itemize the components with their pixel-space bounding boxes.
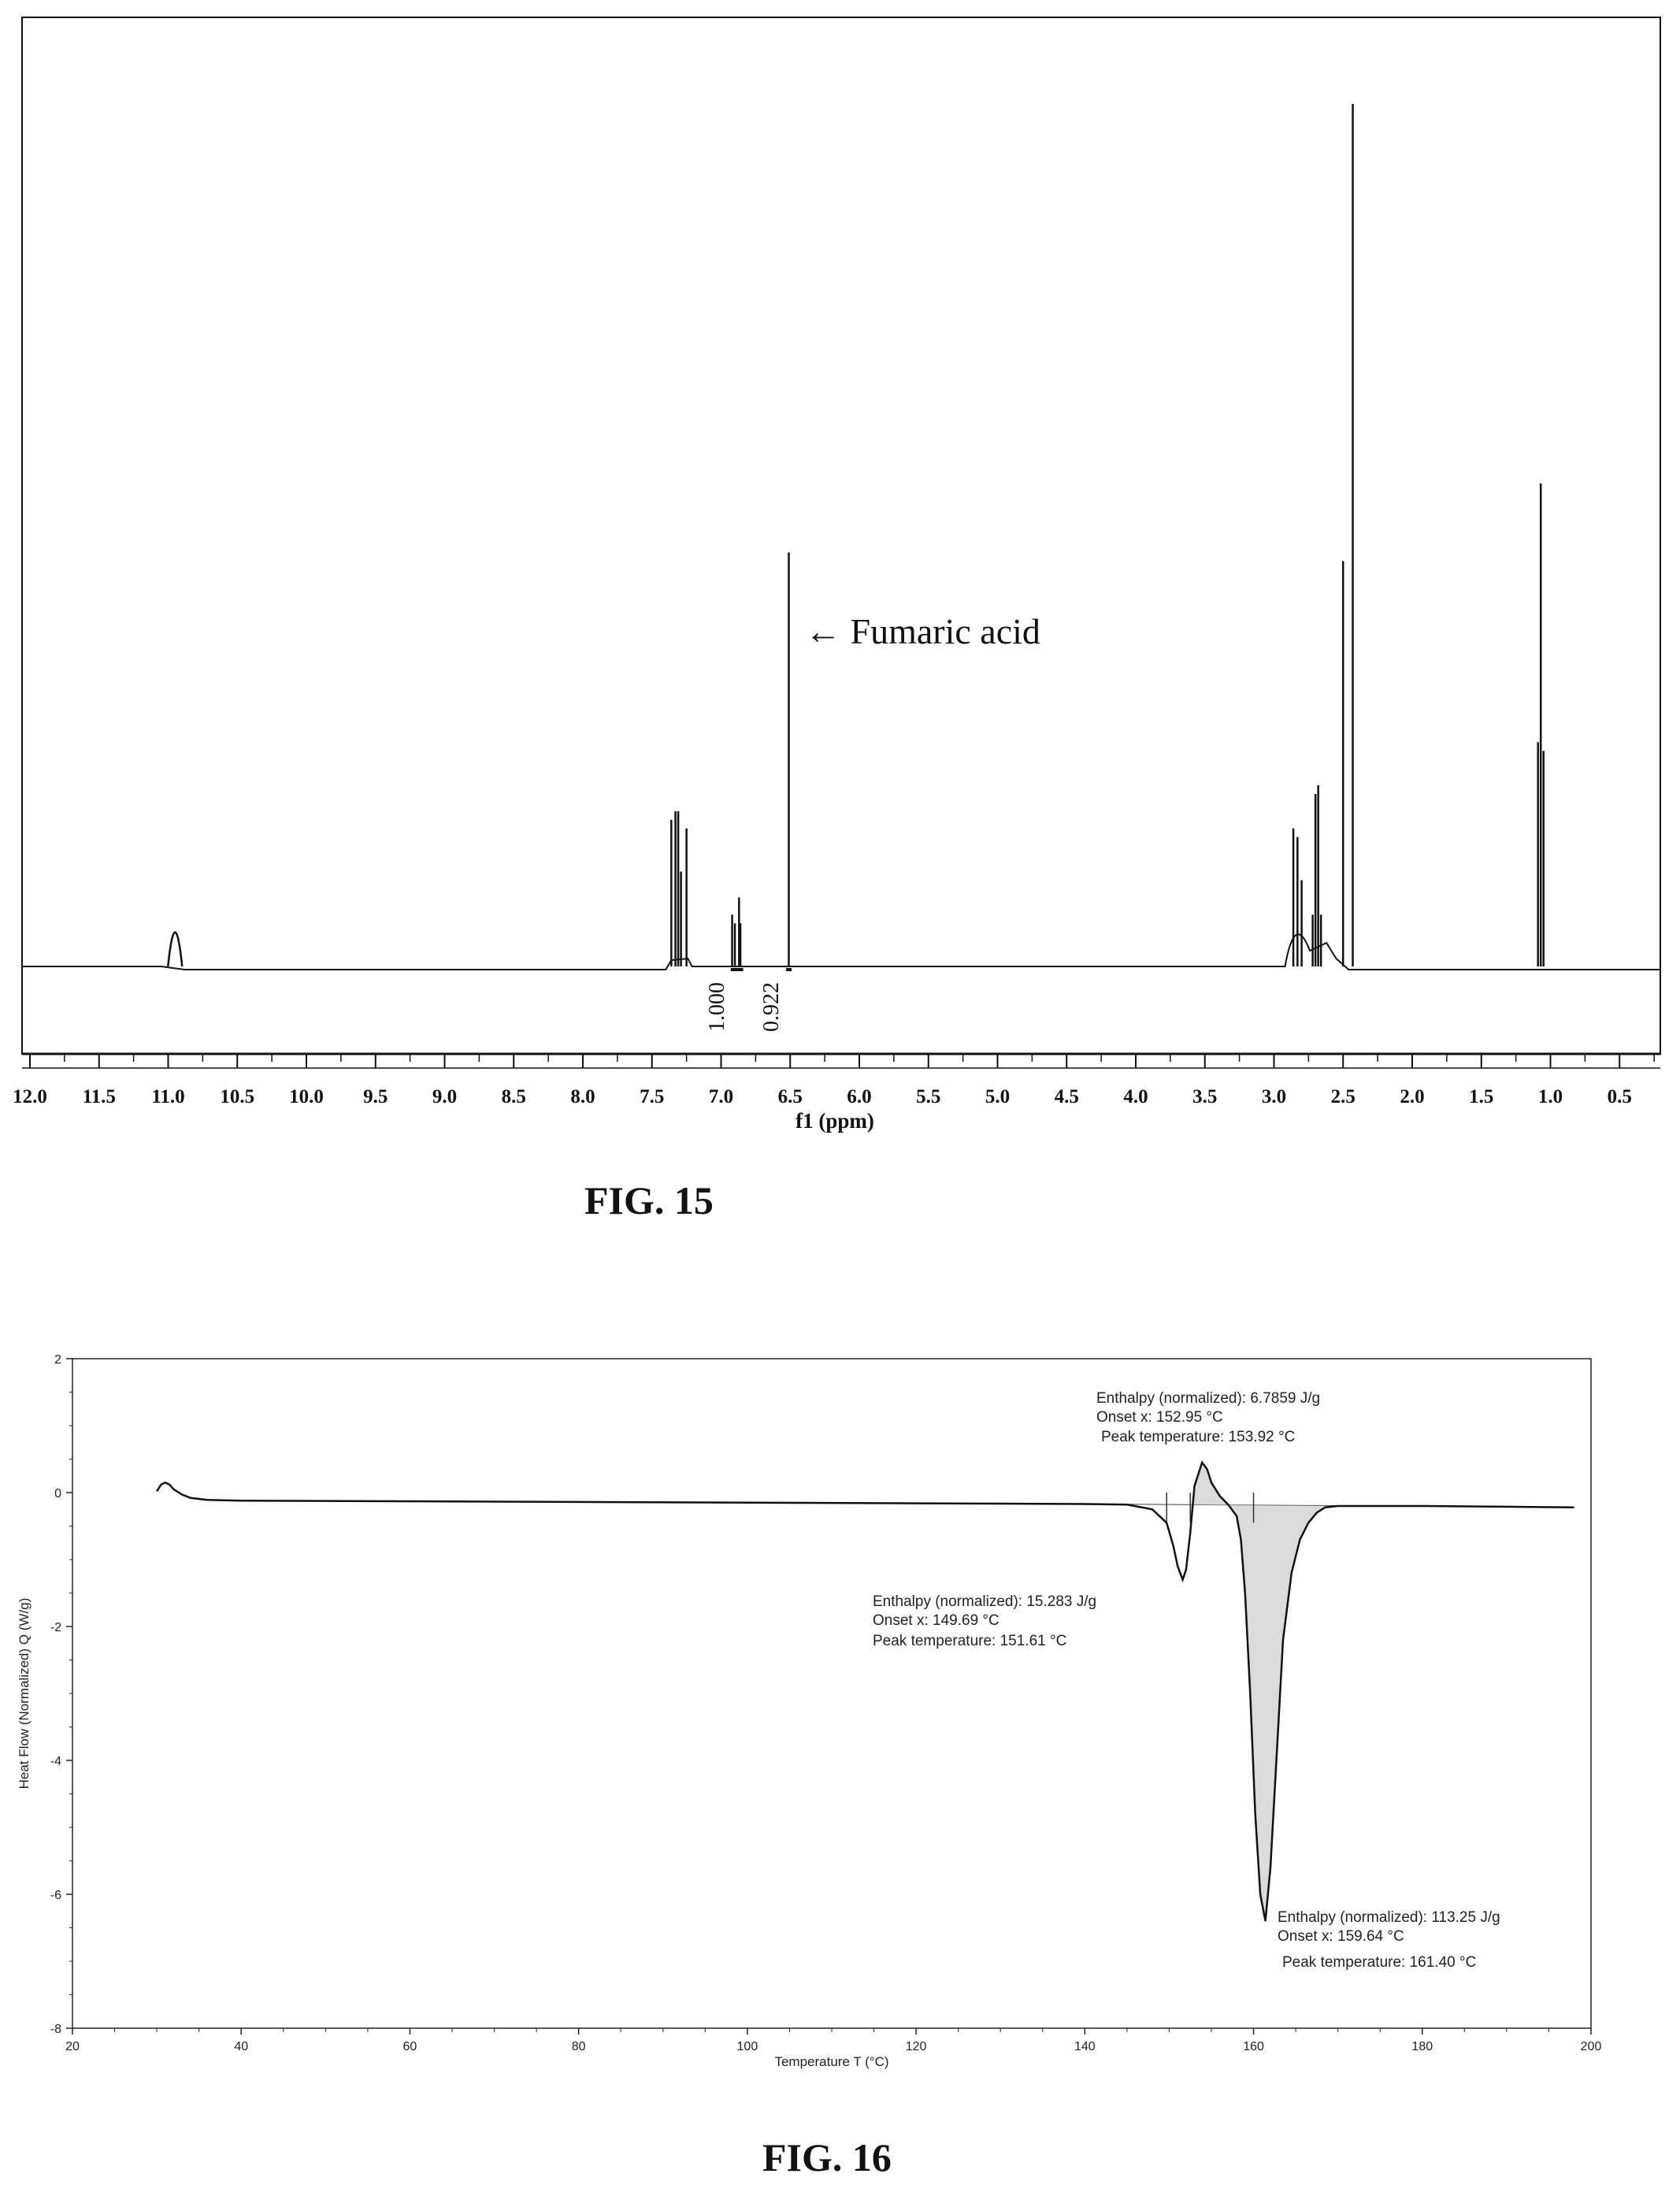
integral-value-1: 1.000 <box>705 982 729 1032</box>
nmr-x-tick-label: 8.5 <box>502 1086 526 1107</box>
dsc-annotation-1-onset: Onset x: 152.95 °C <box>1096 1409 1223 1426</box>
nmr-x-tick-label: 8.0 <box>570 1086 595 1107</box>
dsc-x-tick-label: 40 <box>234 2040 248 2053</box>
dsc-x-ticks: 20 40 60 80 100 120 140 160 180 200 <box>65 2028 1601 2053</box>
dsc-x-axis-label: Temperature T (°C) <box>774 2054 888 2069</box>
nmr-x-tick-label: 0.5 <box>1608 1086 1632 1107</box>
nmr-x-tick-label: 3.5 <box>1192 1086 1217 1107</box>
nmr-x-tick-label: 2.5 <box>1331 1086 1355 1107</box>
dsc-annotation-1-enthalpy: Enthalpy (normalized): 6.7859 J/g <box>1096 1390 1320 1407</box>
figure-16-caption: FIG. 16 <box>762 2135 892 2179</box>
nmr-x-tick-label: 7.0 <box>709 1086 733 1107</box>
dsc-y-tick-label: -4 <box>50 1755 61 1768</box>
nmr-x-tick-label: 11.0 <box>151 1086 184 1107</box>
dsc-annotation-3-peak: Peak temperature: 161.40 °C <box>1282 1954 1476 1971</box>
dsc-annotation-2-onset: Onset x: 149.69 °C <box>873 1612 999 1629</box>
dsc-annotation-3-onset: Onset x: 159.64 °C <box>1278 1928 1404 1945</box>
dsc-x-tick-label: 60 <box>403 2040 417 2053</box>
dsc-peak-area-shading <box>1190 1462 1338 1921</box>
nmr-x-tick-label: 4.0 <box>1123 1086 1148 1107</box>
integral-value-2: 0.922 <box>759 982 784 1032</box>
figure-15-caption: FIG. 15 <box>584 1178 714 1222</box>
dsc-x-tick-label: 180 <box>1411 2040 1433 2053</box>
nmr-x-tick-label: 4.5 <box>1055 1086 1079 1107</box>
dsc-annotation-peak-1: Enthalpy (normalized): 6.7859 J/g Onset … <box>1096 1390 1320 1445</box>
nmr-x-axis-label: f1 (ppm) <box>795 1109 874 1133</box>
dsc-y-axis-label: Heat Flow (Normalized) Q (W/g) <box>17 1598 32 1790</box>
nmr-x-tick-label: 10.5 <box>220 1086 254 1107</box>
dsc-annotation-2-enthalpy: Enthalpy (normalized): 15.283 J/g <box>873 1593 1096 1610</box>
nmr-spectrum-chart: 12.0 11.5 11.0 10.5 10.0 9.5 9.0 8.5 8.0 7.5 7.0 6.… <box>13 17 1661 1133</box>
dsc-x-tick-label: 20 <box>65 2040 80 2053</box>
dsc-y-ticks: 2 0 -2 -4 -6 -8 <box>50 1353 72 2036</box>
dsc-thermogram-chart: 20 40 60 80 100 120 140 160 180 200 20-2-4-6-8 Te… <box>17 1353 1601 2069</box>
nmr-x-tick-label: 12.0 <box>13 1086 47 1107</box>
dsc-integration-limits <box>1166 1493 1255 1523</box>
nmr-x-tick-label: 5.5 <box>916 1086 940 1107</box>
nmr-x-tick-label: 6.5 <box>778 1086 803 1107</box>
dsc-y-tick-label: 0 <box>54 1487 61 1500</box>
nmr-x-tick-label: 10.0 <box>289 1086 324 1107</box>
nmr-x-tick-labels: 12.0 11.5 11.0 10.5 10.0 9.5 9.0 8.5 8.0 7.5 7.0 6.… <box>13 1086 1632 1107</box>
nmr-x-tick-label: 9.5 <box>363 1086 388 1107</box>
nmr-x-tick-label: 11.5 <box>83 1086 116 1107</box>
nmr-x-tick-label: 2.0 <box>1400 1086 1424 1107</box>
nmr-baseline <box>22 933 1660 970</box>
dsc-y-tick-label: -8 <box>50 2023 61 2036</box>
dsc-y-tick-label: -2 <box>50 1621 61 1634</box>
nmr-plot-frame <box>21 17 1661 1055</box>
nmr-peak <box>167 931 184 967</box>
nmr-peaks <box>167 104 1545 971</box>
nmr-x-tick-label: 5.0 <box>985 1086 1010 1107</box>
dsc-annotation-peak-3: Enthalpy (normalized): 113.25 J/g Onset … <box>1278 1909 1500 1971</box>
dsc-annotation-3-enthalpy: Enthalpy (normalized): 113.25 J/g <box>1278 1909 1500 1926</box>
dsc-x-tick-label: 200 <box>1581 2040 1602 2053</box>
dsc-x-tick-label: 140 <box>1074 2040 1096 2053</box>
dsc-x-tick-label: 160 <box>1243 2040 1264 2053</box>
dsc-annotation-2-peak: Peak temperature: 151.61 °C <box>873 1633 1066 1649</box>
nmr-x-tick-label: 1.5 <box>1469 1086 1493 1107</box>
nmr-x-tick-label: 1.0 <box>1538 1086 1563 1107</box>
nmr-x-tick-label: 3.0 <box>1262 1086 1286 1107</box>
fumaric-acid-annotation: ← Fumaric acid <box>805 611 1040 651</box>
dsc-y-tick-label: -6 <box>50 1889 61 1902</box>
dsc-heat-flow-curve <box>156 1460 1574 1922</box>
dsc-x-tick-label: 80 <box>572 2040 586 2053</box>
dsc-annotation-1-peak: Peak temperature: 153.92 °C <box>1101 1429 1295 1445</box>
nmr-x-tick-label: 7.5 <box>640 1086 664 1107</box>
nmr-x-tick-label: 6.0 <box>847 1086 871 1107</box>
dsc-annotation-peak-2: Enthalpy (normalized): 15.283 J/g Onset … <box>873 1593 1096 1649</box>
dsc-y-tick-label: 2 <box>54 1353 61 1367</box>
dsc-x-tick-label: 100 <box>737 2040 758 2053</box>
nmr-x-ticks <box>29 1054 1655 1068</box>
nmr-x-tick-label: 9.0 <box>432 1086 457 1107</box>
dsc-x-tick-label: 120 <box>906 2040 927 2053</box>
